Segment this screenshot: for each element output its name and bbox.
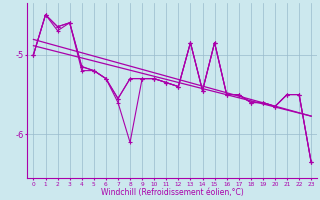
- X-axis label: Windchill (Refroidissement éolien,°C): Windchill (Refroidissement éolien,°C): [101, 188, 244, 197]
